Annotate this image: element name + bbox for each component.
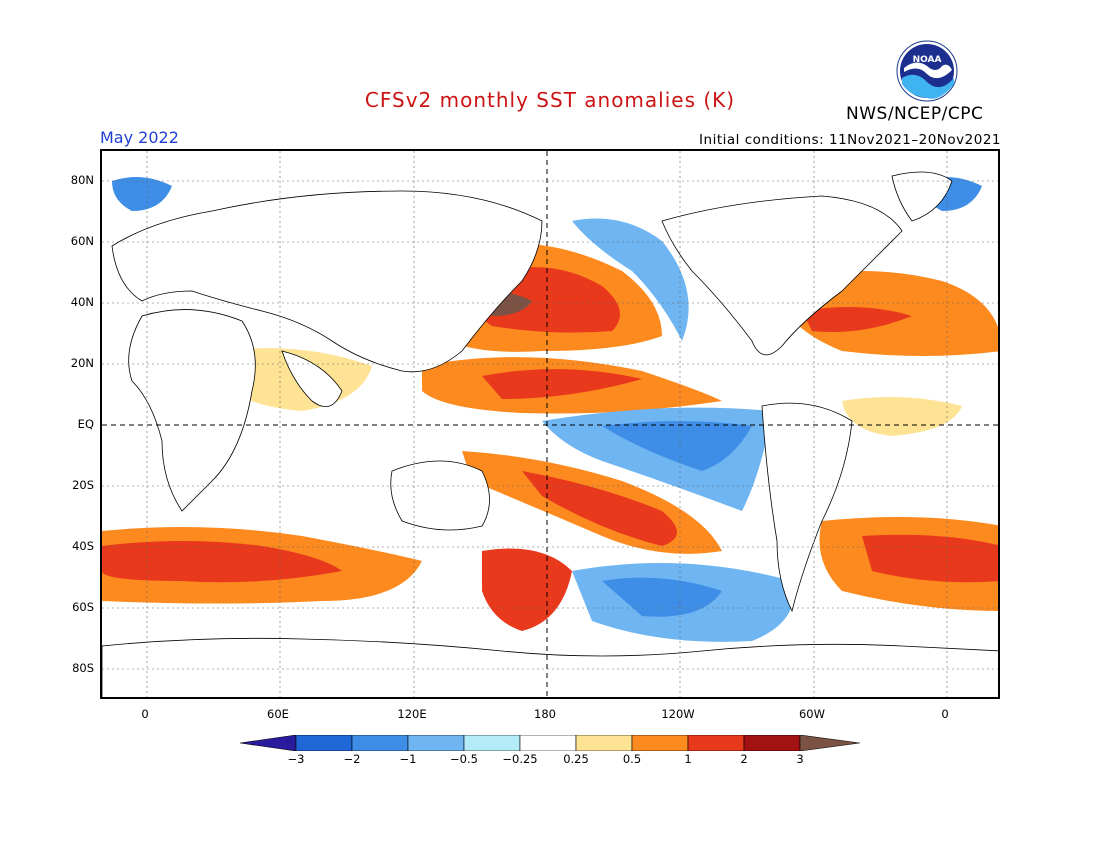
eurasia (111, 190, 543, 373)
initial-conditions: Initial conditions: 11Nov2021–20Nov2021 (699, 132, 1001, 148)
chart-title: CFSv2 monthly SST anomalies (K) (364, 88, 736, 112)
anomaly-patch (572, 218, 689, 341)
lat-label: EQ (77, 417, 94, 431)
anomaly-patch (482, 369, 642, 399)
colorbar-bin (631, 734, 689, 752)
colorbar-bin (519, 734, 577, 752)
colorbar-label: −1 (399, 752, 417, 766)
lat-label: 40N (70, 295, 94, 309)
colorbar-bin (295, 734, 353, 752)
lat-label: 80S (72, 661, 94, 675)
lon-label: 60E (267, 707, 289, 721)
colorbar-label: 2 (740, 752, 748, 766)
land (102, 171, 998, 697)
north-america (661, 195, 903, 356)
reference-lines (102, 151, 998, 697)
anomaly-patch (842, 397, 962, 436)
noaa-logo: NOAA (896, 40, 958, 102)
colorbar-label: −3 (287, 752, 305, 766)
lat-label: 20S (72, 478, 94, 492)
colorbar-bin (575, 734, 633, 752)
lon-label: 0 (141, 707, 149, 721)
lon-label: 180 (534, 707, 556, 721)
australia (390, 460, 490, 531)
sst-anomaly-map (100, 149, 1000, 699)
colorbar (239, 734, 861, 755)
map-canvas (102, 151, 998, 697)
antarctica (102, 637, 998, 697)
greenland (891, 171, 953, 222)
colorbar-bin (743, 734, 801, 752)
lon-label: 60W (798, 707, 825, 721)
colorbar-bin (407, 734, 465, 752)
anomaly-patch (802, 307, 912, 332)
colorbar-lower-arrow (239, 734, 297, 752)
india (281, 350, 343, 408)
valid-month: May 2022 (100, 128, 179, 147)
lat-label: 80N (70, 173, 94, 187)
agency-label: NWS/NCEP/CPC (846, 104, 984, 124)
colorbar-label: 3 (796, 752, 804, 766)
anomaly-patch (112, 177, 172, 211)
colorbar-label: 0.25 (563, 752, 589, 766)
lat-label: 20N (70, 356, 94, 370)
anomaly-patch (482, 548, 572, 631)
colorbar-label: −0.25 (502, 752, 538, 766)
colorbar-upper-arrow (799, 734, 861, 752)
colorbar-bin (463, 734, 521, 752)
anomaly-patch (602, 421, 752, 471)
anomaly-patch (602, 577, 722, 617)
anomaly-patch (522, 471, 677, 546)
lon-label: 0 (941, 707, 949, 721)
lat-label: 60S (72, 600, 94, 614)
gridlines (102, 151, 998, 697)
anomaly-patch (862, 534, 998, 583)
colorbar-label: 1 (684, 752, 692, 766)
lat-label: 60N (70, 234, 94, 248)
lon-label: 120E (397, 707, 427, 721)
lat-label: 40S (72, 539, 94, 553)
colorbar-label: −2 (343, 752, 361, 766)
south-america (761, 402, 853, 613)
colorbar-bin (351, 734, 409, 752)
lon-label: 120W (661, 707, 695, 721)
africa (128, 309, 256, 512)
colorbar-label: −0.5 (450, 752, 478, 766)
colorbar-bin (687, 734, 745, 752)
anomaly-patch (102, 541, 342, 583)
logo-text: NOAA (913, 55, 942, 65)
colorbar-label: 0.5 (622, 752, 642, 766)
